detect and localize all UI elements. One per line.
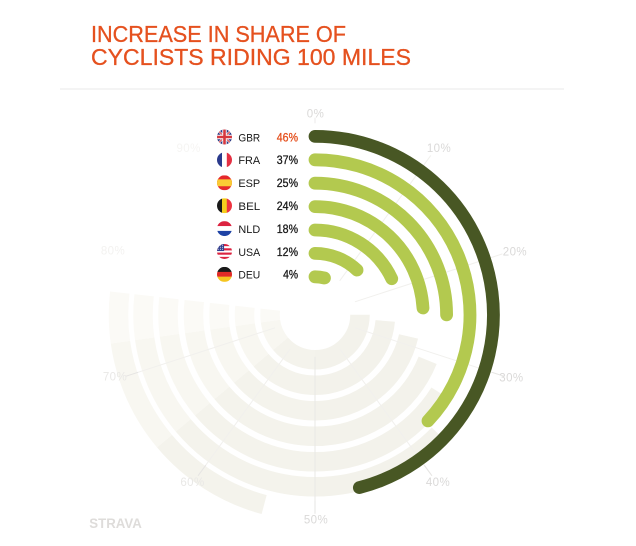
svg-text:50%: 50% — [304, 515, 328, 527]
svg-text:ESP: ESP — [238, 178, 260, 190]
svg-text:37%: 37% — [277, 154, 298, 167]
svg-text:40%: 40% — [426, 477, 450, 489]
svg-text:BEL: BEL — [238, 201, 260, 213]
svg-text:12%: 12% — [277, 246, 298, 259]
svg-text:25%: 25% — [277, 177, 298, 190]
svg-text:4%: 4% — [283, 269, 298, 282]
svg-text:60%: 60% — [180, 477, 204, 489]
svg-text:30%: 30% — [499, 372, 523, 384]
svg-text:DEU: DEU — [238, 270, 260, 282]
svg-text:INCREASE IN SHARE OF: INCREASE IN SHARE OF — [91, 21, 346, 47]
svg-text:20%: 20% — [503, 247, 527, 259]
svg-text:FRA: FRA — [238, 155, 260, 167]
svg-text:STRAVA: STRAVA — [89, 516, 142, 531]
svg-text:10%: 10% — [427, 143, 451, 155]
svg-text:18%: 18% — [277, 223, 298, 236]
svg-text:70%: 70% — [103, 372, 127, 384]
svg-text:46%: 46% — [277, 131, 298, 144]
svg-text:USA: USA — [238, 247, 260, 259]
svg-text:CYCLISTS RIDING 100 MILES: CYCLISTS RIDING 100 MILES — [91, 44, 411, 70]
svg-text:0%: 0% — [307, 108, 324, 120]
svg-text:NLD: NLD — [238, 224, 260, 236]
svg-text:GBR: GBR — [238, 132, 260, 144]
svg-text:90%: 90% — [176, 143, 200, 155]
svg-text:24%: 24% — [277, 200, 298, 213]
svg-text:80%: 80% — [101, 246, 125, 258]
